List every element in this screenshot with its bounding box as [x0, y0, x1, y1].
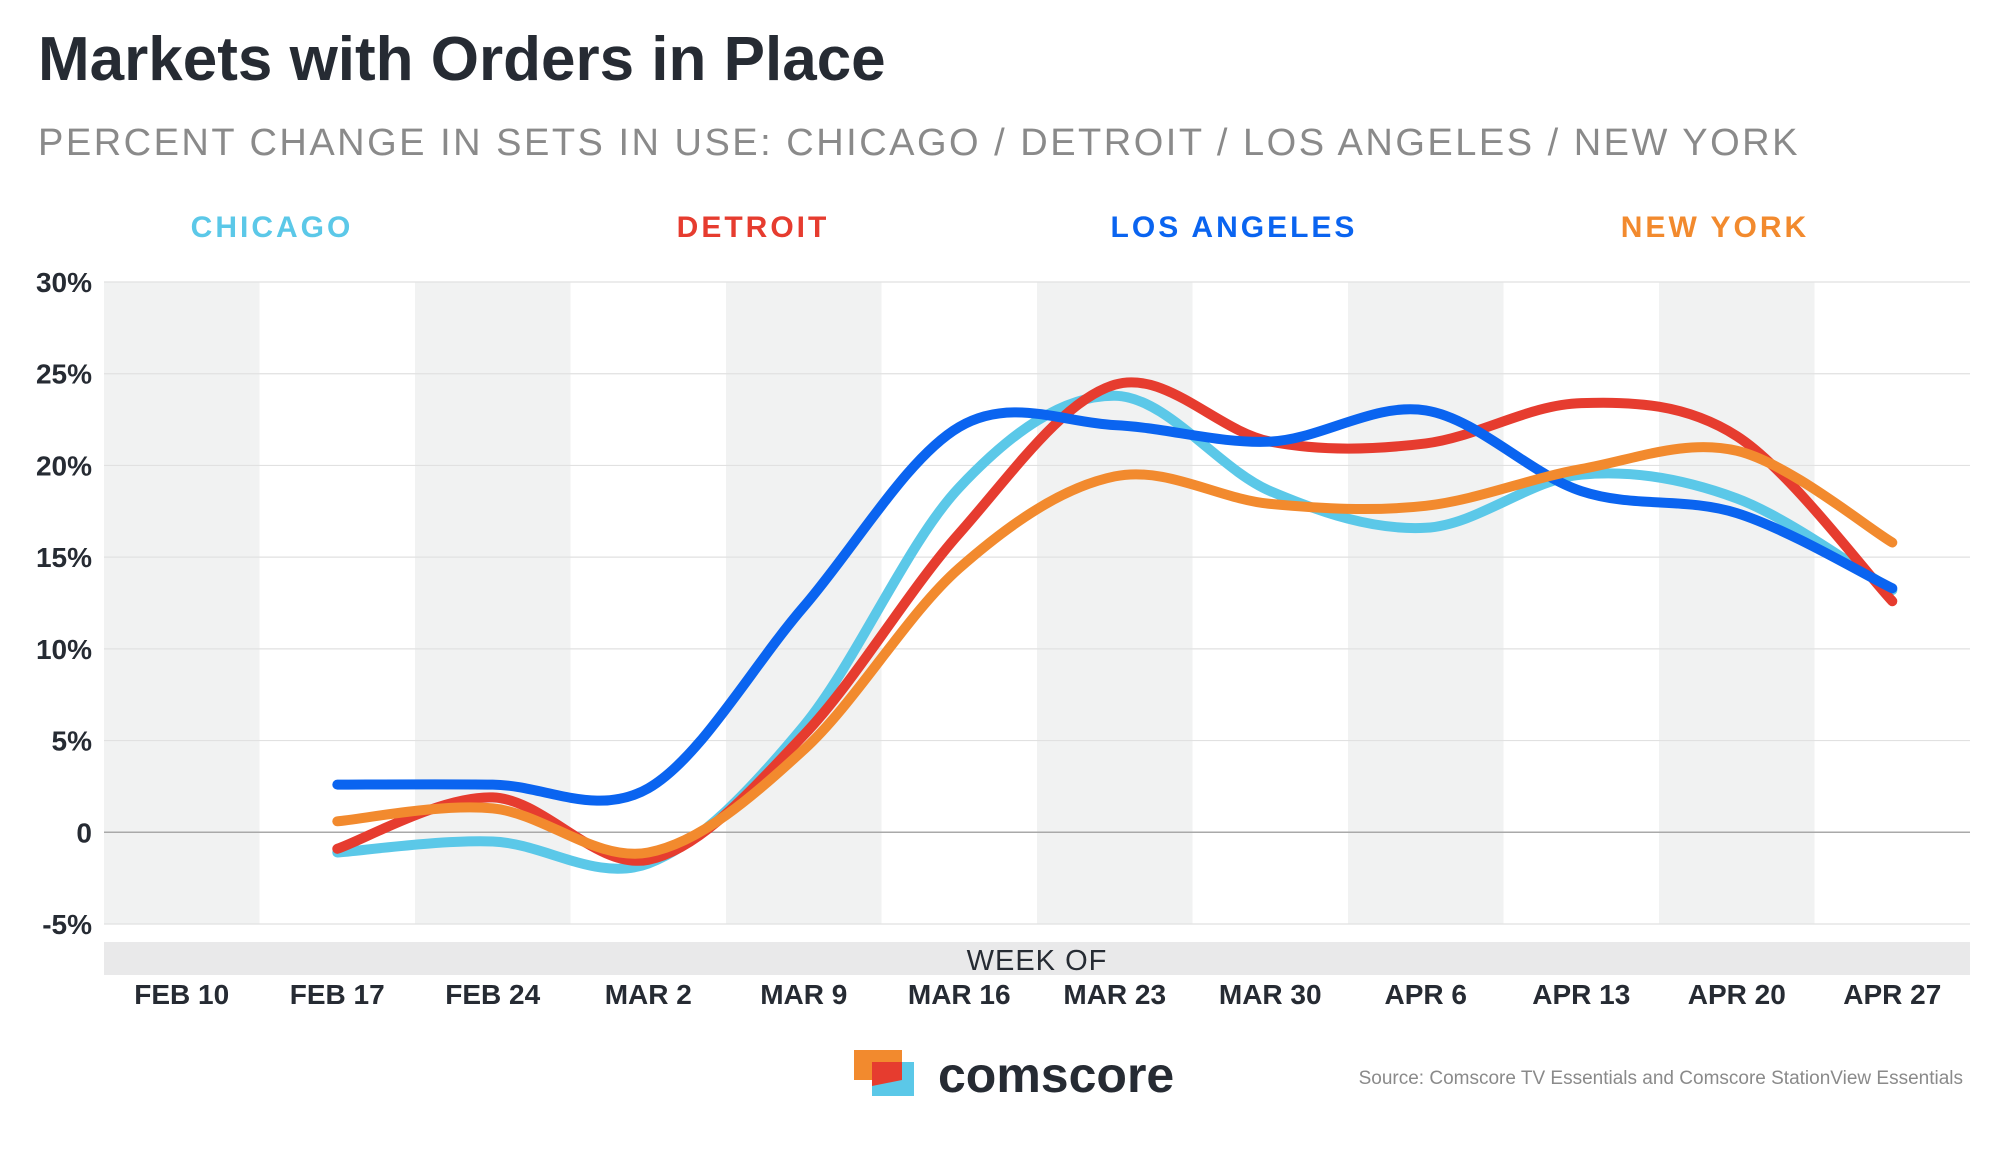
week-band [1659, 282, 1815, 924]
y-tick-label: 25% [36, 359, 92, 390]
y-tick-label: 0 [76, 817, 92, 848]
y-tick-label: 10% [36, 634, 92, 665]
y-tick-label: 5% [52, 726, 93, 757]
y-tick-label: 20% [36, 450, 92, 481]
week-band [1348, 282, 1504, 924]
legend-los-angeles: LOS ANGELES [1111, 211, 1358, 244]
y-tick-label: -5% [42, 909, 92, 940]
x-tick-label: APR 20 [1688, 979, 1786, 1010]
week-band [104, 282, 260, 924]
x-tick-label: MAR 9 [760, 979, 847, 1010]
x-axis-strip [104, 942, 1970, 975]
x-tick-label: MAR 2 [605, 979, 692, 1010]
y-tick-label: 15% [36, 542, 92, 573]
gridlines [104, 281, 1970, 925]
source-note: Source: Comscore TV Essentials and Comsc… [1359, 1068, 1963, 1089]
y-tick-label: 30% [36, 267, 92, 298]
series-line-los-angeles [332, 404, 1898, 806]
x-tick-label: APR 27 [1843, 979, 1941, 1010]
week-bands [104, 282, 1815, 924]
comscore-logo-icon [854, 1050, 914, 1096]
x-tick-label: APR 13 [1532, 979, 1630, 1010]
x-tick-label: MAR 23 [1063, 979, 1166, 1010]
chart-title: Markets with Orders in Place [38, 25, 886, 94]
x-tick-label: MAR 16 [908, 979, 1011, 1010]
series-line-new-york [332, 442, 1898, 859]
x-axis: FEB 10 FEB 17 FEB 24 MAR 2 MAR 9 MAR 16 MAR 23… [134, 979, 1941, 1010]
week-band [1037, 282, 1193, 924]
x-tick-label: MAR 30 [1219, 979, 1322, 1010]
x-tick-label: FEB 24 [445, 979, 540, 1010]
y-axis: 30% 25% 20% 15% 10% 5% 0 -5% [36, 267, 92, 940]
brand-name: comscore [938, 1047, 1174, 1103]
legend-detroit: DETROIT [677, 211, 830, 244]
series-line-chicago [332, 390, 1898, 874]
series-lines [332, 377, 1898, 874]
legend: CHICAGO DETROIT LOS ANGELES NEW YORK [191, 211, 1809, 244]
legend-new-york: NEW YORK [1621, 211, 1809, 244]
legend-chicago: CHICAGO [191, 211, 354, 244]
x-axis-label: WEEK OF [967, 945, 1108, 977]
series-line-detroit [332, 377, 1898, 866]
chart-subtitle: PERCENT CHANGE IN SETS IN USE: CHICAGO /… [38, 122, 1800, 164]
x-tick-label: FEB 10 [134, 979, 229, 1010]
x-tick-label: FEB 17 [290, 979, 385, 1010]
x-tick-label: APR 6 [1385, 979, 1467, 1010]
